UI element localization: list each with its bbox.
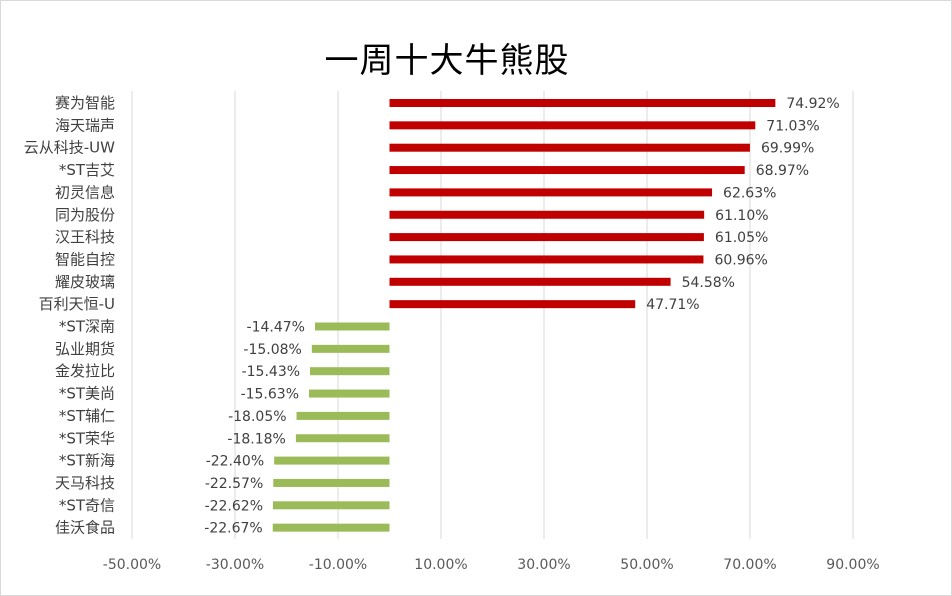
bar [389,210,705,219]
category-label: 弘业期货 [55,340,115,358]
data-label: 69.99% [761,141,814,157]
category-label: *ST新海 [59,452,115,470]
category-label: 智能自控 [55,250,115,268]
x-tick-label: 90.00% [826,557,879,573]
bar [389,255,704,264]
bars [272,99,776,532]
data-label: 54.58% [682,275,735,291]
bar [389,121,756,130]
category-label: *ST奇信 [59,496,115,514]
category-label: *ST吉艾 [59,161,115,179]
data-label: -18.18% [227,431,285,447]
category-label: 百利天恒-U [39,295,115,313]
data-label: -18.05% [228,409,286,425]
bar [314,322,390,331]
bar [296,411,390,420]
bar [389,166,745,175]
data-label: 62.63% [723,185,776,201]
bar [274,456,390,465]
bar [389,277,671,286]
bar [389,188,713,197]
x-tick-label: 50.00% [620,557,673,573]
data-label: -22.57% [205,476,263,492]
data-label: -14.47% [247,320,305,336]
gridlines [131,91,854,539]
category-label: 汉王科技 [55,228,115,246]
category-label: 云从科技-UW [24,139,115,157]
data-label: -22.62% [205,498,263,514]
category-label: 耀皮玻璃 [55,273,115,291]
category-label: 金发拉比 [55,362,115,380]
category-label: 初灵信息 [55,183,115,201]
data-label: 74.92% [786,96,839,112]
data-label: 47.71% [646,297,699,313]
category-label: *ST美尚 [59,385,115,403]
bar [310,367,390,376]
category-label: 天马科技 [55,474,115,492]
bar [389,143,750,152]
data-label: 68.97% [756,163,809,179]
x-tick-label: 10.00% [414,557,467,573]
data-label: -15.08% [243,342,301,358]
data-label: 61.10% [715,208,768,224]
x-tick-label: 70.00% [723,557,776,573]
bar [273,501,390,510]
x-tick-label: -50.00% [103,557,161,573]
category-label: 同为股份 [55,206,115,224]
category-label: 佳沃食品 [55,519,115,537]
data-label: 60.96% [714,252,767,268]
bar [311,344,390,353]
bar [295,434,390,443]
data-label: -22.67% [204,521,262,537]
bar [389,233,704,242]
bar [309,389,390,398]
x-tick-label: -30.00% [206,557,264,573]
data-label: 61.05% [715,230,768,246]
labels: -50.00% -30.00% -10.00% 10.00% 30.00% 50.00% 7… [24,94,880,573]
x-tick-label: -10.00% [309,557,367,573]
category-label: 赛为智能 [55,94,115,112]
category-label: 海天瑞声 [55,116,115,134]
data-label: -22.40% [206,454,264,470]
category-label: *ST荣华 [59,429,115,447]
data-label: -15.43% [242,364,300,380]
x-tick-label: 30.00% [517,557,570,573]
bar [272,523,390,532]
category-label: *ST辅仁 [59,407,115,425]
bar [389,300,636,309]
bar [389,99,776,107]
data-label: 71.03% [766,118,819,134]
category-label: *ST深南 [59,318,115,336]
bar [273,478,390,487]
data-label: -15.63% [241,387,299,403]
chart-title: 一周十大牛熊股 [324,41,570,81]
